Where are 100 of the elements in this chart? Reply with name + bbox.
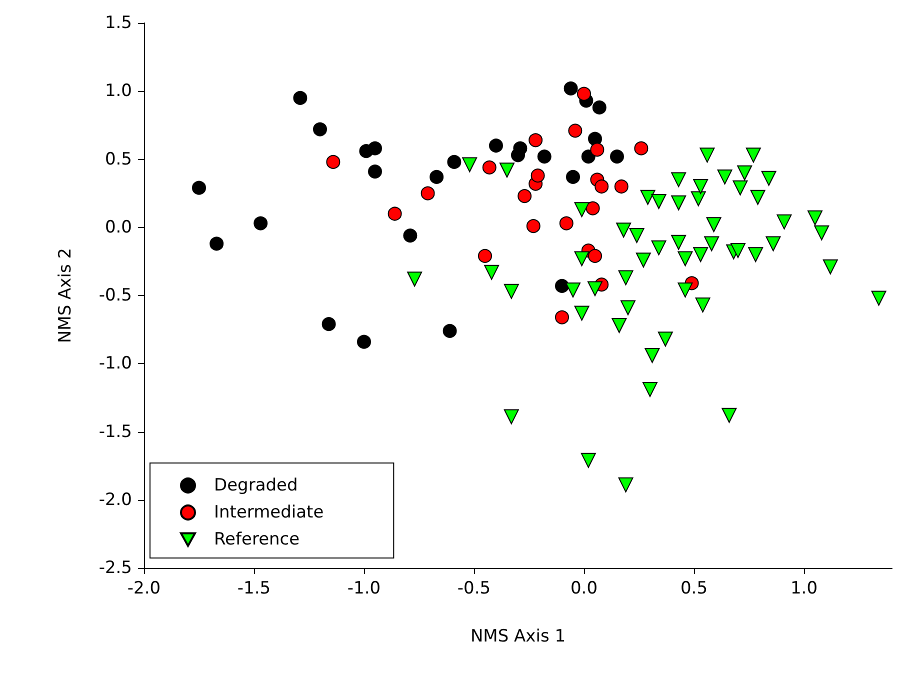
point <box>462 157 478 172</box>
x-tick-label: -2.0 <box>127 578 161 598</box>
point <box>704 236 720 252</box>
point <box>513 141 528 156</box>
point <box>614 180 628 194</box>
point <box>722 408 737 423</box>
point <box>313 122 327 136</box>
point <box>482 160 496 174</box>
point <box>822 259 838 274</box>
point <box>730 243 746 258</box>
point <box>566 282 580 298</box>
point <box>871 290 886 306</box>
point <box>678 251 693 266</box>
point <box>610 150 624 164</box>
point <box>636 252 651 268</box>
point <box>690 191 706 206</box>
y-tick-label: -2.5 <box>98 558 132 578</box>
point <box>574 202 590 218</box>
point <box>642 382 658 398</box>
point <box>447 154 462 169</box>
point <box>616 222 632 238</box>
x-tick-label: 0.0 <box>570 578 598 598</box>
point <box>518 189 532 204</box>
point <box>528 133 543 148</box>
y-tick-label: 0.5 <box>104 149 132 170</box>
point <box>526 219 540 234</box>
point <box>588 281 602 296</box>
point <box>564 81 578 96</box>
point <box>420 186 435 200</box>
y-tick-label: 1.5 <box>104 13 132 33</box>
point <box>500 162 514 178</box>
point <box>574 251 590 266</box>
y-tick-label: -1.5 <box>98 422 132 442</box>
x-axis-title: NMS Axis 1 <box>470 626 566 646</box>
point <box>706 217 722 232</box>
point <box>695 298 710 313</box>
point <box>537 150 552 164</box>
point <box>693 179 708 194</box>
x-tick-label: -1.0 <box>347 578 381 598</box>
point <box>430 170 444 184</box>
point <box>651 240 666 256</box>
x-tick-label: -0.5 <box>457 578 491 598</box>
point <box>442 324 457 338</box>
legend-label: Intermediate <box>214 502 324 522</box>
point <box>581 150 596 164</box>
point <box>620 300 636 316</box>
point <box>746 148 761 163</box>
legend-label: Reference <box>214 530 300 550</box>
point <box>658 332 673 347</box>
point <box>651 194 666 209</box>
point <box>814 225 830 240</box>
point <box>407 272 422 287</box>
legend-label: Degraded <box>214 476 298 496</box>
point <box>577 86 591 101</box>
y-axis-title: NMS Axis 2 <box>56 248 76 344</box>
point <box>671 195 686 210</box>
point <box>592 100 606 114</box>
point <box>693 247 708 262</box>
y-tick-label: 1.0 <box>104 81 132 102</box>
point <box>293 90 308 105</box>
y-tick-label: -1.0 <box>98 354 132 374</box>
point <box>388 206 402 221</box>
x-tick-label: 1.0 <box>790 578 818 598</box>
point <box>761 170 776 186</box>
point <box>618 477 634 492</box>
point <box>590 142 604 157</box>
point <box>580 452 596 468</box>
point <box>484 264 500 280</box>
y-tick-label: -2.0 <box>98 490 132 510</box>
point <box>254 216 268 230</box>
point <box>766 236 781 252</box>
point <box>737 165 752 180</box>
point <box>559 216 574 230</box>
point <box>700 148 715 163</box>
point <box>566 170 580 184</box>
point <box>478 248 492 263</box>
point <box>555 278 569 293</box>
point <box>568 124 582 138</box>
point <box>612 318 627 333</box>
x-tick-label: 0.5 <box>680 578 708 598</box>
point <box>504 409 519 424</box>
x-tick-label: -1.5 <box>237 578 271 598</box>
point <box>504 284 519 299</box>
point <box>368 141 382 156</box>
point <box>594 180 609 194</box>
point <box>750 190 766 205</box>
point <box>634 141 648 156</box>
point <box>210 236 224 251</box>
y-tick-label: -0.5 <box>98 286 132 306</box>
point <box>586 201 600 216</box>
point <box>588 248 602 263</box>
point <box>357 334 371 349</box>
point <box>530 168 545 183</box>
point <box>192 180 206 195</box>
point <box>489 138 503 153</box>
point <box>403 228 418 243</box>
point <box>644 348 660 363</box>
point <box>748 247 764 262</box>
point <box>808 210 822 226</box>
point <box>671 234 686 250</box>
